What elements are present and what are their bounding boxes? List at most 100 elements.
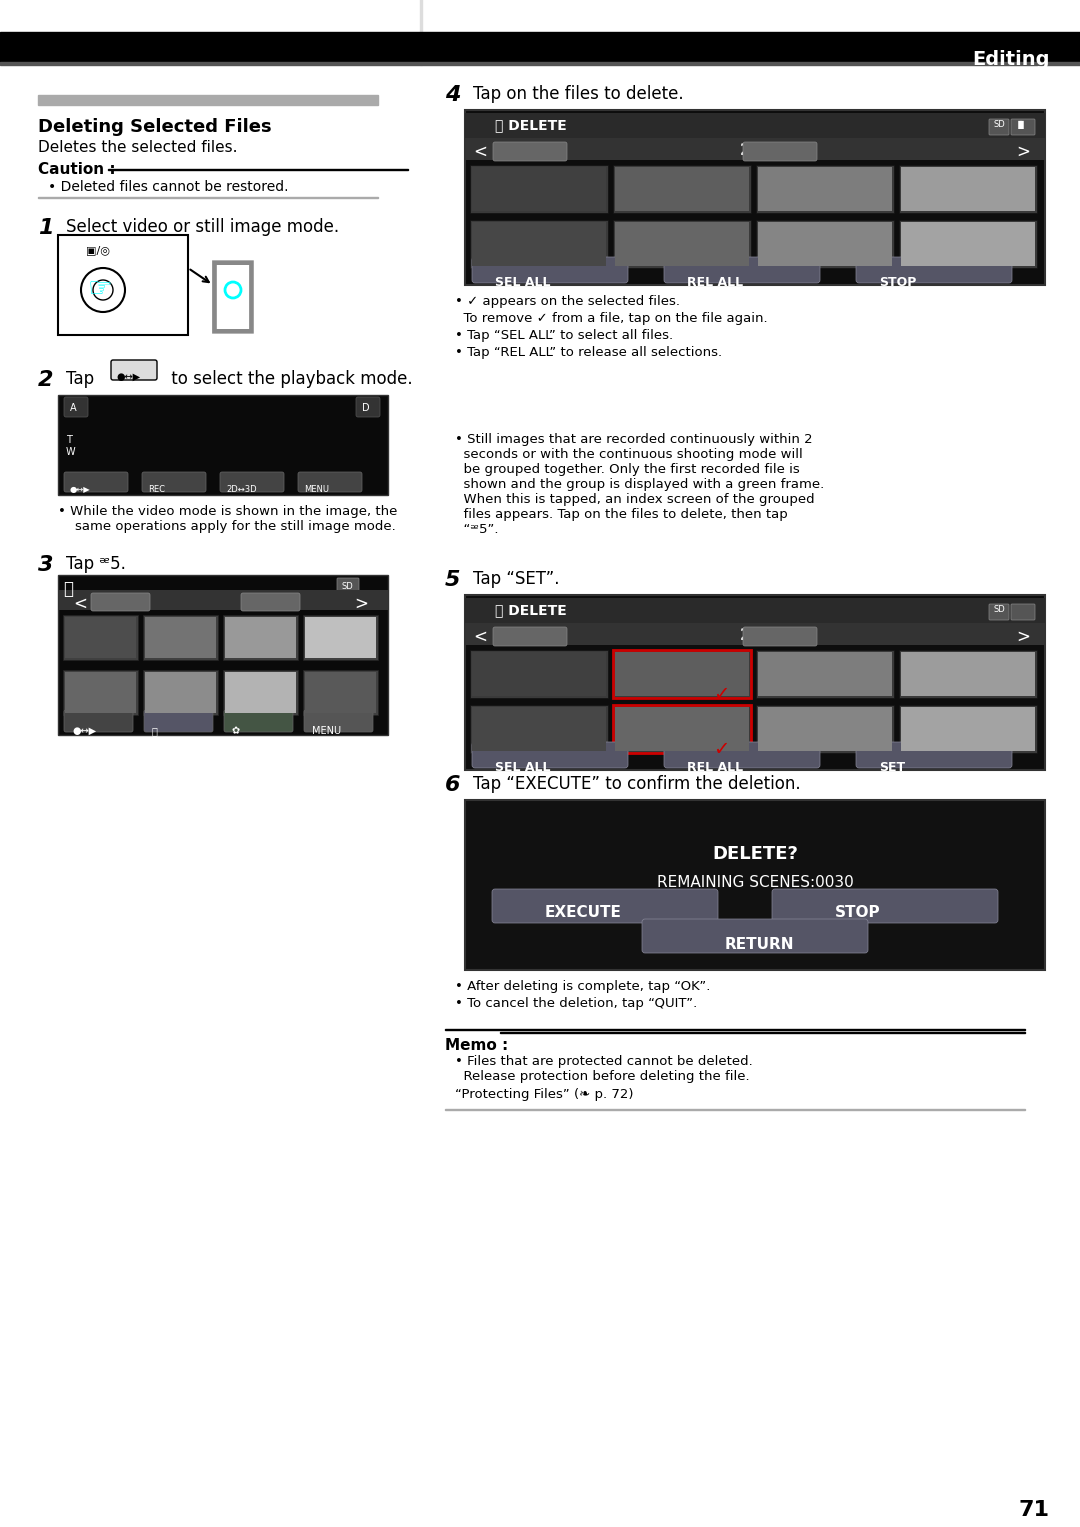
Bar [38, 95, 378, 105]
Text: 2D↔3D: 2D↔3D [226, 486, 257, 495]
Bar [63, 670, 138, 715]
FancyBboxPatch shape [989, 119, 1009, 134]
Text: 📷: 📷 [208, 255, 258, 336]
FancyBboxPatch shape [989, 605, 1009, 620]
FancyBboxPatch shape [144, 710, 213, 731]
Text: ✿: ✿ [232, 725, 240, 736]
Bar [465, 113, 1045, 137]
Text: ✓: ✓ [713, 741, 729, 759]
FancyBboxPatch shape [220, 472, 284, 492]
Text: T
W: T W [66, 435, 76, 457]
Bar [465, 800, 1045, 970]
Text: <: < [473, 144, 487, 160]
Bar [58, 576, 388, 734]
Bar [615, 221, 750, 266]
Text: SD: SD [341, 582, 353, 591]
Bar [145, 617, 216, 658]
Text: • To cancel the deletion, tap “QUIT”.: • To cancel the deletion, tap “QUIT”. [455, 997, 698, 1009]
Bar [901, 166, 1035, 211]
FancyBboxPatch shape [664, 257, 820, 282]
Bar [145, 672, 216, 713]
Text: Caution :: Caution : [38, 162, 116, 177]
Text: STOP: STOP [835, 906, 880, 919]
FancyBboxPatch shape [337, 579, 359, 594]
Bar [756, 651, 894, 698]
Text: >: > [1016, 144, 1030, 160]
Text: • Files that are protected cannot be deleted.
  Release protection before deleti: • Files that are protected cannot be del… [455, 1055, 753, 1083]
FancyBboxPatch shape [64, 710, 133, 731]
Text: Editing: Editing [972, 50, 1050, 69]
Text: To remove ✓ from a file, tap on the file again.: To remove ✓ from a file, tap on the file… [455, 312, 768, 325]
FancyBboxPatch shape [664, 742, 820, 768]
FancyBboxPatch shape [298, 472, 362, 492]
Text: ☞: ☞ [87, 275, 113, 302]
Text: A: A [70, 403, 77, 412]
FancyBboxPatch shape [492, 142, 567, 160]
Text: • Tap “SEL ALL” to select all files.: • Tap “SEL ALL” to select all files. [455, 328, 673, 342]
Text: REL ALL: REL ALL [687, 276, 743, 289]
Text: • While the video mode is shown in the image, the
    same operations apply for : • While the video mode is shown in the i… [58, 505, 397, 533]
Text: • Still images that are recorded continuously within 2
  seconds or with the con: • Still images that are recorded continu… [455, 434, 824, 536]
Bar [470, 705, 608, 753]
Bar [758, 707, 892, 751]
Text: SD: SD [993, 605, 1004, 614]
Bar [305, 617, 376, 658]
Text: 🗑: 🗑 [152, 725, 158, 736]
Bar [613, 220, 751, 269]
Text: • Deleted files cannot be restored.: • Deleted files cannot be restored. [48, 180, 288, 194]
Bar [465, 599, 1045, 623]
Text: 2011: 2011 [108, 597, 150, 612]
Text: RETURN: RETURN [725, 938, 795, 951]
Bar [465, 137, 1045, 160]
Bar [613, 165, 751, 212]
FancyBboxPatch shape [111, 360, 157, 380]
Bar [470, 165, 608, 212]
Text: Select video or still image mode.: Select video or still image mode. [66, 218, 339, 237]
Text: Deleting Selected Files: Deleting Selected Files [38, 118, 272, 136]
FancyBboxPatch shape [64, 472, 129, 492]
Text: 2011: 2011 [740, 144, 782, 157]
FancyBboxPatch shape [224, 710, 293, 731]
FancyBboxPatch shape [64, 397, 87, 417]
Text: Memo :: Memo : [445, 1038, 509, 1054]
FancyBboxPatch shape [241, 592, 300, 611]
Text: SET: SET [879, 760, 905, 774]
FancyBboxPatch shape [472, 257, 627, 282]
FancyBboxPatch shape [743, 142, 816, 160]
Text: <: < [473, 628, 487, 646]
Bar [470, 220, 608, 269]
FancyBboxPatch shape [492, 889, 718, 922]
Bar [63, 615, 138, 660]
Bar [225, 617, 296, 658]
FancyBboxPatch shape [856, 742, 1012, 768]
Bar [758, 652, 892, 696]
Text: 5: 5 [445, 570, 460, 589]
Text: Tap “SET”.: Tap “SET”. [473, 570, 559, 588]
Bar [613, 705, 751, 753]
Text: Tap: Tap [66, 370, 94, 388]
Text: ✓: ✓ [713, 686, 729, 704]
Text: Tap ᵆ5.: Tap ᵆ5. [66, 554, 126, 573]
Text: SD: SD [993, 121, 1004, 128]
Text: “Protecting Files” (❧ p. 72): “Protecting Files” (❧ p. 72) [455, 1089, 634, 1101]
Text: SEL ALL: SEL ALL [495, 760, 551, 774]
Text: REL ALL: REL ALL [687, 760, 743, 774]
Bar [756, 220, 894, 269]
FancyBboxPatch shape [303, 710, 373, 731]
Bar [901, 221, 1035, 266]
Text: ●↔▶: ●↔▶ [72, 725, 96, 736]
FancyBboxPatch shape [743, 628, 816, 646]
FancyBboxPatch shape [472, 742, 627, 768]
Bar [615, 707, 750, 751]
Text: ▣/◎: ▣/◎ [86, 244, 110, 255]
Bar [65, 672, 136, 713]
Text: REMAINING SCENES:0030: REMAINING SCENES:0030 [657, 875, 853, 890]
Bar [899, 220, 1037, 269]
FancyBboxPatch shape [141, 472, 206, 492]
Text: REC: REC [148, 486, 165, 495]
Bar [58, 589, 388, 609]
Bar [899, 651, 1037, 698]
Text: MENU: MENU [303, 486, 329, 495]
Bar [472, 221, 606, 266]
Text: • ✓ appears on the selected files.: • ✓ appears on the selected files. [455, 295, 680, 308]
